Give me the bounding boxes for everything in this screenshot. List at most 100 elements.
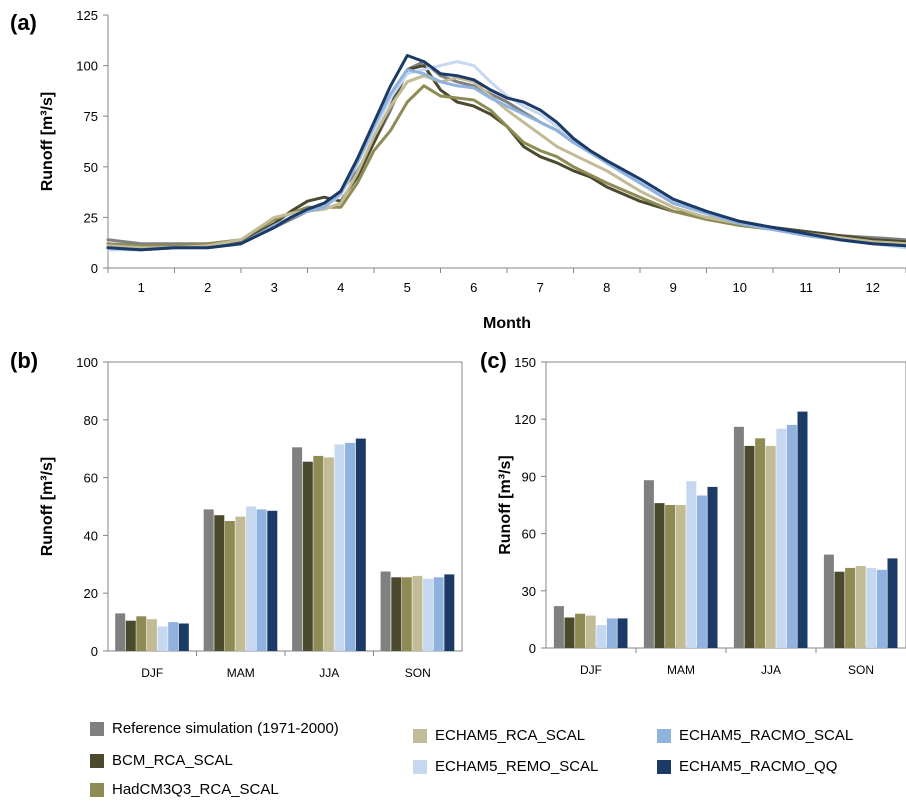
legend-label-echam5-remo: ECHAM5_REMO_SCAL	[435, 758, 599, 775]
panel-b-bar-son-2	[401, 577, 412, 651]
legend-swatch-echam5-racmo-qq	[657, 759, 671, 774]
panel-c-bar-mam-0	[643, 480, 654, 648]
panel-a-x-tick-label: 8	[603, 280, 610, 295]
panel-b-bar-mam-5	[256, 509, 267, 651]
panel-b-bar-son-5	[433, 577, 444, 651]
panel-a-x-tick-label: 5	[404, 280, 411, 295]
legend-item-echam5-remo: ECHAM5_REMO_SCAL	[413, 758, 598, 775]
panel-c-y-tick-label: 60	[522, 527, 536, 542]
panel-c-bar-mam-6	[707, 486, 718, 648]
panel-b-bar-djf-6	[178, 623, 189, 651]
panel-c-bar-chart: (c) 0 30 60 90 120 150 DJF MAM JJA SON Runoff [m³/s…	[480, 348, 906, 677]
panel-c-bar-djf-3	[585, 615, 596, 648]
legend-item-echam5-racmo-qq: ECHAM5_RACMO_QQ	[657, 758, 837, 775]
panel-c-bar-djf-1	[564, 617, 575, 648]
panel-c-bar-jja-2	[755, 438, 766, 648]
legend-item-reference: Reference simulation (1971-2000)	[90, 720, 339, 737]
panel-b-bar-jja-4	[334, 444, 345, 651]
panel-a-x-axis-title: Month	[483, 315, 531, 332]
legend-item-echam5-racmo-scal: ECHAM5_RACMO_SCAL	[657, 727, 853, 744]
panel-c-bar-jja-1	[744, 445, 755, 648]
panel-c-bar-jja-5	[786, 424, 797, 648]
legend-swatch-echam5-remo	[413, 759, 427, 774]
panel-b-label: (b)	[10, 348, 38, 373]
panel-b-bar-jja-5	[345, 442, 356, 651]
panel-c-bar-son-2	[845, 567, 856, 648]
panel-c-bar-son-1	[834, 571, 845, 648]
panel-c-bar-jja-6	[797, 411, 808, 648]
panel-c-y-tick-label: 150	[514, 355, 536, 370]
panel-b-y-tick-label: 60	[84, 471, 98, 486]
panel-b-y-tick-label: 100	[76, 355, 98, 370]
panel-b-bar-mam-2	[224, 521, 235, 651]
panel-c-y-tick-label: 90	[522, 469, 536, 484]
panel-c-bar-son-6	[887, 558, 898, 648]
panel-b-bar-mam-4	[246, 506, 257, 651]
panel-c-bar-djf-2	[575, 613, 586, 648]
panel-b-bar-son-3	[412, 575, 423, 651]
panel-c-bar-son-0	[823, 554, 834, 648]
legend-swatch-reference	[90, 721, 104, 736]
panel-b-bar-jja-3	[323, 457, 334, 651]
panel-a-x-tick-label: 12	[866, 280, 880, 295]
panel-a-y-tick-label: 125	[76, 8, 98, 23]
panel-b-bar-son-1	[391, 577, 402, 651]
panel-c-bar-djf-6	[617, 618, 628, 648]
panel-a-y-tick-label: 50	[84, 160, 98, 175]
panel-b-bar-mam-1	[214, 515, 225, 651]
panel-a-series-line-4	[106, 60, 906, 252]
legend-swatch-bcm	[90, 753, 104, 768]
panel-a-y-axis-title: Runoff [m³/s]	[39, 92, 56, 192]
panel-a-x-tick-label: 6	[470, 280, 477, 295]
panel-c-label: (c)	[480, 348, 507, 373]
panel-a-y-tick-label: 75	[84, 109, 98, 124]
panel-b-x-tick-label: JJA	[319, 666, 339, 680]
panel-a-x-tick-label: 3	[271, 280, 278, 295]
legend: Reference simulation (1971-2000) BCM_RCA…	[0, 715, 906, 801]
panel-b-bar-djf-5	[168, 622, 179, 651]
panel-b-y-tick-label: 40	[84, 528, 98, 543]
panel-c-y-axis-title: Runoff [m³/s]	[497, 455, 514, 555]
panel-a-x-tick-label: 10	[733, 280, 747, 295]
legend-label-hadcm3q3: HadCM3Q3_RCA_SCAL	[112, 781, 279, 798]
panel-b-bar-djf-3	[146, 619, 157, 651]
legend-swatch-echam5-racmo-scal	[657, 728, 671, 743]
panel-b-bar-djf-2	[136, 616, 147, 651]
panel-a-x-tick-label: 4	[337, 280, 344, 295]
panel-c-bar-djf-5	[606, 618, 617, 648]
panel-c-y-tick-label: 120	[514, 412, 536, 427]
legend-item-hadcm3q3: HadCM3Q3_RCA_SCAL	[90, 781, 279, 798]
panel-b-bar-mam-0	[203, 509, 214, 651]
panel-b-bar-djf-4	[157, 626, 168, 651]
panel-b-bar-son-6	[444, 574, 455, 651]
panel-c-bar-mam-5	[696, 495, 707, 648]
panel-c-y-tick-label: 30	[522, 584, 536, 599]
panel-c-bar-mam-3	[675, 505, 686, 648]
panel-c-bar-jja-4	[776, 428, 787, 648]
legend-label-echam5-racmo-qq: ECHAM5_RACMO_QQ	[679, 758, 838, 775]
panel-b-y-axis-title: Runoff [m³/s]	[39, 457, 56, 557]
panel-a-series-line-3	[106, 74, 906, 250]
panel-c-bar-mam-2	[665, 505, 676, 648]
panel-b-y-tick-label: 0	[91, 644, 98, 659]
panel-c-bar-jja-3	[765, 445, 776, 648]
legend-item-echam5-rca: ECHAM5_RCA_SCAL	[413, 727, 585, 744]
panel-c-x-tick-label: JJA	[761, 663, 781, 677]
panel-b-y-tick-label: 20	[84, 586, 98, 601]
panel-b-bar-mam-6	[267, 510, 278, 651]
panel-b-x-tick-label: MAM	[227, 666, 255, 680]
panel-c-bar-mam-4	[686, 481, 697, 648]
panel-a-x-tick-label: 9	[670, 280, 677, 295]
legend-swatch-echam5-rca	[413, 728, 427, 743]
panel-b-bar-djf-1	[125, 620, 136, 651]
panel-b-x-tick-label: DJF	[141, 666, 163, 680]
panel-b-bar-jja-1	[302, 461, 313, 651]
legend-label-echam5-racmo-scal: ECHAM5_RACMO_SCAL	[679, 727, 854, 744]
panel-b-bar-mam-3	[235, 516, 246, 651]
panel-c-x-tick-label: MAM	[667, 663, 695, 677]
panel-c-bar-djf-0	[553, 606, 564, 648]
panel-c-bar-djf-4	[596, 625, 607, 648]
legend-label-echam5-rca: ECHAM5_RCA_SCAL	[435, 727, 586, 744]
panel-a-x-tick-label: 11	[800, 280, 814, 295]
